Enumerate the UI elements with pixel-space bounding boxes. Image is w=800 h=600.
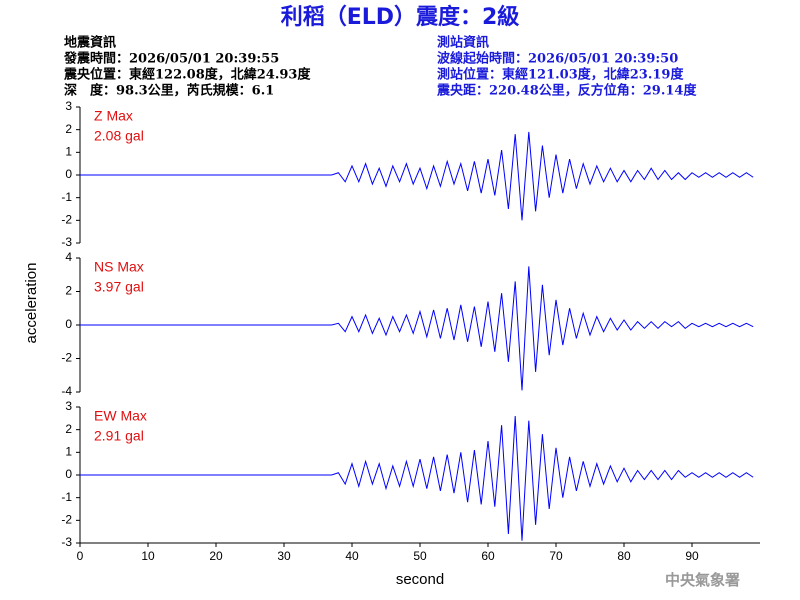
max-label: NS Max — [94, 259, 144, 275]
max-label: 2.91 gal — [94, 428, 144, 444]
footer: 中央氣象署 — [665, 571, 740, 589]
y-tick-label: 1 — [65, 145, 72, 159]
y-tick-label: -2 — [61, 513, 72, 527]
info-line: 深 度：98.3公里，芮氏規模：6.1 — [64, 83, 274, 99]
x-tick-label: 0 — [77, 549, 84, 563]
x-axis-label: second — [396, 571, 444, 588]
waveform — [80, 266, 754, 391]
y-tick-label: 0 — [65, 317, 72, 331]
info-line: 發震時間：2026/05/01 20:39:55 — [63, 51, 279, 67]
y-tick-label: 0 — [65, 167, 72, 181]
chart-title: 利稻（ELD）震度：2級 — [281, 4, 520, 30]
x-tick-label: 60 — [481, 549, 495, 563]
max-label: 2.08 gal — [94, 128, 144, 144]
x-tick-label: 20 — [209, 549, 223, 563]
y-tick-label: 3 — [65, 99, 72, 113]
y-tick-label: 4 — [65, 250, 72, 264]
x-tick-label: 70 — [549, 549, 563, 563]
waveform — [80, 416, 754, 541]
y-tick-label: 2 — [65, 284, 72, 298]
waveform — [80, 131, 754, 221]
y-tick-label: 3 — [65, 399, 72, 413]
y-tick-label: -3 — [61, 235, 72, 249]
max-label: EW Max — [94, 408, 147, 424]
info-line: 地震資訊 — [64, 35, 116, 51]
y-axis-label: acceleration — [23, 263, 40, 344]
info-line: 震央距：220.48公里，反方位角：29.14度 — [436, 83, 697, 99]
x-tick-label: 10 — [141, 549, 155, 563]
y-tick-label: 0 — [65, 467, 72, 481]
y-tick-label: 2 — [65, 422, 72, 436]
y-tick-label: -1 — [61, 190, 72, 204]
x-tick-label: 40 — [345, 549, 359, 563]
y-tick-label: 2 — [65, 122, 72, 136]
x-tick-label: 30 — [277, 549, 291, 563]
y-tick-label: -2 — [61, 213, 72, 227]
y-tick-label: -1 — [61, 490, 72, 504]
info-line: 測站位置：東經121.03度，北緯23.19度 — [437, 67, 684, 83]
info-line: 波線起始時間：2026/05/01 20:39:50 — [437, 51, 678, 67]
y-tick-label: -3 — [61, 535, 72, 549]
x-tick-label: 50 — [413, 549, 427, 563]
info-line: 震央位置：東經122.08度，北緯24.93度 — [63, 67, 311, 83]
x-tick-label: 80 — [617, 549, 631, 563]
y-tick-label: -4 — [61, 384, 72, 398]
y-tick-label: 1 — [65, 445, 72, 459]
max-label: 3.97 gal — [94, 279, 144, 295]
x-tick-label: 90 — [685, 549, 699, 563]
y-tick-label: -2 — [61, 351, 72, 365]
max-label: Z Max — [94, 108, 133, 124]
info-line: 測站資訊 — [437, 35, 489, 51]
